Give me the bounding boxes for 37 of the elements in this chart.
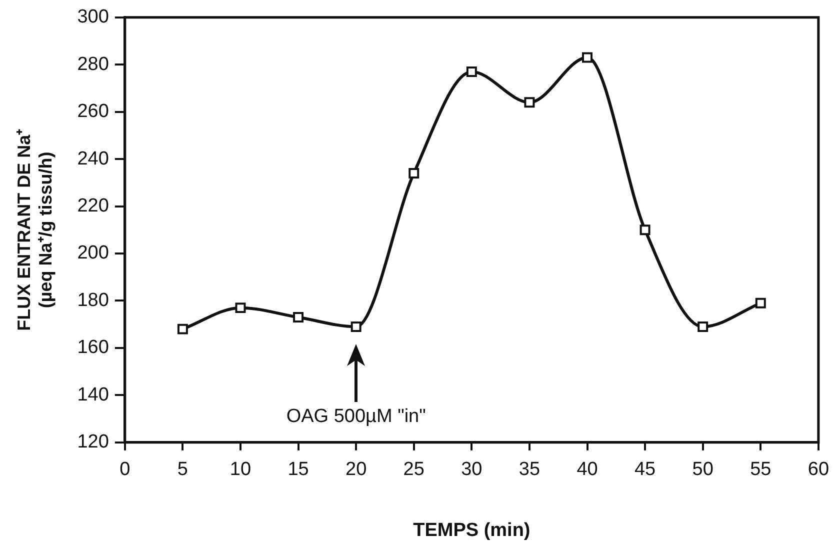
point bbox=[293, 312, 304, 323]
point bbox=[235, 302, 246, 314]
point bbox=[524, 97, 535, 108]
x-tick-label: 30 bbox=[461, 459, 482, 480]
point bbox=[755, 298, 766, 308]
y-tick-label: 280 bbox=[77, 54, 109, 75]
point bbox=[466, 66, 477, 77]
x-tick-label: 40 bbox=[576, 459, 598, 480]
point bbox=[698, 321, 708, 332]
x-axis-title: TEMPS (min) bbox=[413, 520, 530, 541]
y-tick-label: 260 bbox=[77, 101, 109, 122]
y-tick-label: 120 bbox=[77, 432, 109, 453]
point bbox=[177, 324, 188, 334]
x-tick-label: 35 bbox=[518, 459, 540, 480]
x-tick-label: 10 bbox=[230, 459, 252, 480]
y-tick-label: 200 bbox=[77, 242, 109, 264]
y-tick-label: 160 bbox=[77, 337, 109, 358]
annotation: OAG 500µM "in" bbox=[286, 406, 426, 428]
x-tick-label: 45 bbox=[634, 459, 656, 480]
x-tick-label: 60 bbox=[808, 459, 830, 480]
y-tick-label: 140 bbox=[77, 384, 109, 406]
x-tick-label: 55 bbox=[750, 459, 772, 480]
y-tick-label: 300 bbox=[77, 6, 109, 28]
point bbox=[640, 224, 650, 236]
x-tick-label: 15 bbox=[288, 459, 309, 480]
x-tick-label: 25 bbox=[403, 459, 424, 480]
point bbox=[350, 321, 362, 332]
y-axis-title: FLUX ENTRANT DE Na⁺ (µeq Na⁺/g tissu/h) bbox=[14, 128, 56, 331]
x-tick-label: 50 bbox=[692, 459, 714, 480]
x-tick-label: 20 bbox=[346, 459, 367, 480]
point bbox=[408, 168, 420, 178]
y-tick-label: 220 bbox=[77, 196, 109, 217]
y-tick-label: 180 bbox=[77, 290, 109, 311]
x-tick-label: 5 bbox=[177, 459, 188, 480]
x-tick-label: 0 bbox=[120, 459, 130, 480]
y-tick-label: 240 bbox=[77, 148, 109, 170]
point bbox=[582, 52, 592, 63]
